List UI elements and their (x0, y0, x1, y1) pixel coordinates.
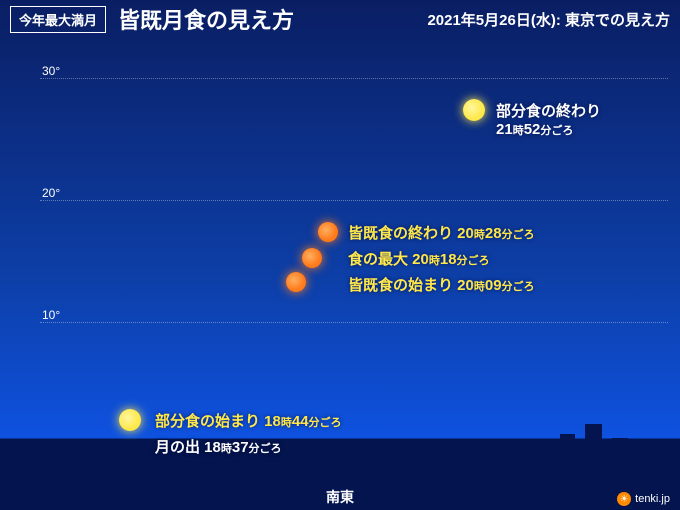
altitude-line (40, 322, 668, 323)
event-total_start: 皆既食の始まり 20時09分ごろ (348, 274, 535, 295)
moon-total-end (318, 222, 338, 242)
credit: ☀ tenki.jp (617, 492, 670, 506)
altitude-label: 10° (42, 308, 60, 322)
altitude-line (40, 78, 668, 79)
event-total_end: 皆既食の終わり 20時28分ごろ (348, 222, 535, 243)
footer: 南東 (0, 484, 680, 510)
moon-total-start (286, 272, 306, 292)
datetime-label: 2021年5月26日(水): 東京での見え方 (427, 9, 670, 30)
page-title: 皆既月食の見え方 (118, 3, 294, 35)
moon-partial-end (463, 99, 485, 121)
event-maximum: 食の最大 20時18分ごろ (348, 248, 490, 269)
moon-maximum (302, 248, 322, 268)
sun-icon: ☀ (617, 492, 631, 506)
event-partial_end: 部分食の終わり21時52分ごろ (496, 100, 601, 138)
altitude-label: 30° (42, 64, 60, 78)
city-skyline (0, 414, 680, 484)
altitude-label: 20° (42, 186, 60, 200)
credit-text: tenki.jp (635, 493, 670, 505)
header: 今年最大満月 皆既月食の見え方 2021年5月26日(水): 東京での見え方 (0, 0, 680, 38)
altitude-line (40, 200, 668, 201)
direction-label: 南東 (326, 487, 354, 507)
sky-diagram: 今年最大満月 皆既月食の見え方 2021年5月26日(水): 東京での見え方 3… (0, 0, 680, 510)
badge-supermoon: 今年最大満月 (10, 6, 106, 33)
